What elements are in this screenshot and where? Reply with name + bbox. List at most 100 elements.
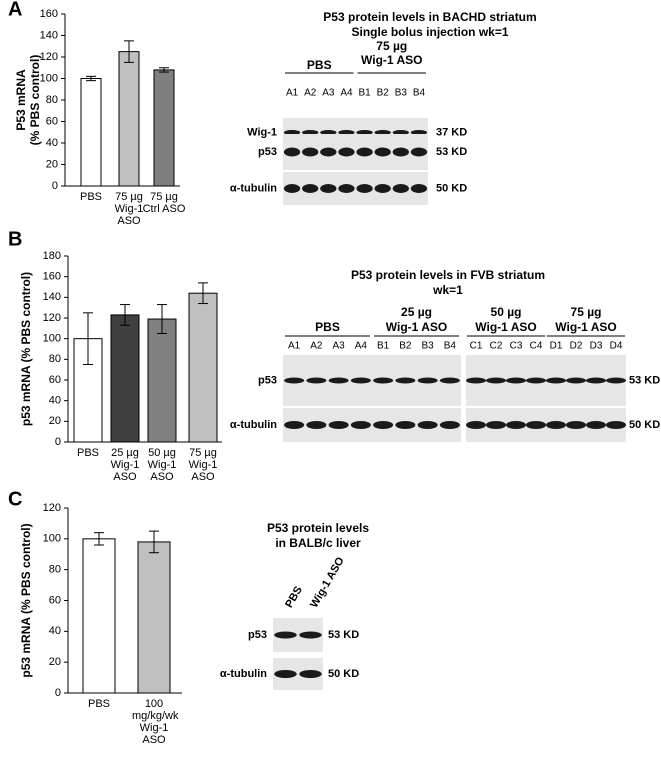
bar — [118, 51, 140, 187]
group-label: 75 µg — [571, 305, 602, 319]
x-tick-label: 75 µg Ctrl ASO — [142, 191, 186, 215]
blot-band — [328, 377, 349, 384]
blot-band — [545, 377, 567, 384]
blot-band — [274, 631, 297, 639]
blot-band — [299, 670, 322, 678]
blot-band — [410, 147, 428, 157]
lane-label: C1 — [470, 341, 483, 352]
lane-label: B2 — [377, 88, 390, 99]
blot-band — [392, 147, 409, 157]
blot-band — [374, 184, 391, 193]
lane-label: A3 — [333, 341, 346, 352]
blot-band — [302, 147, 319, 157]
blot-band — [338, 130, 355, 135]
blot-band — [338, 184, 355, 193]
blot-band — [350, 377, 371, 384]
blot-band — [338, 147, 355, 157]
blot-band — [320, 130, 337, 135]
lane-label: A4 — [355, 341, 368, 352]
lane-label: B1 — [358, 88, 371, 99]
blot-title: wk=1 — [432, 283, 463, 297]
blot-band — [320, 184, 337, 193]
blot-band — [284, 421, 305, 429]
blot-band — [485, 377, 507, 384]
x-tick-label: PBS — [79, 191, 102, 203]
row-label: p53 — [258, 374, 277, 386]
blot-band — [392, 184, 409, 193]
blot-title: P53 protein levels — [267, 521, 369, 535]
blot-band — [395, 421, 416, 429]
group-label: PBS — [315, 320, 340, 334]
lane-label: A2 — [310, 341, 323, 352]
y-tick-label: 60 — [49, 594, 61, 606]
blot-band — [465, 377, 487, 384]
blot-band — [565, 377, 587, 384]
y-tick-label: 20 — [46, 158, 58, 170]
row-label: Wig-1 — [247, 126, 277, 138]
group-label: Wig-1 ASO — [386, 320, 447, 334]
y-tick-label: 0 — [55, 436, 61, 448]
blot-band — [392, 130, 409, 135]
blot-band — [410, 130, 428, 135]
y-tick-label: 0 — [52, 180, 58, 192]
group-label: Wig-1 ASO — [555, 320, 616, 334]
y-tick-label: 100 — [40, 72, 58, 84]
bar — [80, 78, 102, 187]
lane-label: A2 — [304, 88, 317, 99]
y-axis-label: (% PBS control) — [28, 55, 42, 146]
bar — [188, 292, 218, 443]
y-tick-label: 100 — [43, 333, 61, 345]
blot-band — [374, 130, 391, 135]
y-tick-label: 100 — [43, 533, 61, 545]
lane-label: D3 — [590, 341, 603, 352]
lane-label: D4 — [610, 341, 623, 352]
lane-label: D2 — [570, 341, 583, 352]
blot-band — [350, 421, 371, 429]
y-tick-label: 120 — [43, 312, 61, 324]
bar — [110, 314, 140, 443]
x-tick-label: 75 µg Wig-1 ASO — [114, 191, 144, 227]
lane-label: B4 — [413, 88, 426, 99]
size-label: 50 KD — [436, 182, 467, 194]
y-tick-label: 120 — [40, 51, 58, 63]
lane-label: A3 — [322, 88, 335, 99]
lane-label: C2 — [490, 341, 503, 352]
blot-band — [299, 631, 322, 639]
blot-band — [328, 421, 349, 429]
blot-band — [373, 421, 394, 429]
size-label: 53 KD — [328, 629, 359, 641]
blot-band — [417, 421, 438, 429]
group-label: Wig-1 ASO — [475, 320, 536, 334]
y-tick-label: 180 — [43, 250, 61, 262]
blot-band — [302, 184, 319, 193]
blot-band — [525, 421, 547, 429]
blot-title: Single bolus injection wk=1 — [351, 25, 508, 39]
blot-band — [605, 377, 627, 384]
y-tick-label: 80 — [46, 94, 58, 106]
x-tick-label: 75 µg Wig-1 ASO — [188, 447, 218, 483]
y-tick-label: 60 — [46, 115, 58, 127]
bar — [153, 69, 175, 187]
y-tick-label: 0 — [55, 687, 61, 699]
blot-band — [356, 147, 373, 157]
x-tick-label: PBS — [87, 698, 110, 710]
blot-band — [525, 377, 547, 384]
y-tick-label: 120 — [43, 502, 61, 514]
row-label: α-tubulin — [220, 668, 267, 680]
x-tick-label: 100 mg/kg/wk Wig-1 ASO — [132, 698, 179, 746]
size-label: 53 KD — [629, 374, 660, 386]
lane-label: C3 — [510, 341, 523, 352]
panel-label: B — [8, 228, 22, 250]
blot-band — [410, 184, 428, 193]
blot-title: P53 protein levels in FVB striatum — [351, 268, 545, 282]
blot-band — [373, 377, 394, 384]
bar — [147, 318, 177, 443]
y-tick-label: 40 — [49, 625, 61, 637]
panel-label: C — [8, 488, 22, 510]
lane-label: D1 — [550, 341, 563, 352]
blot-band — [465, 421, 487, 429]
blot-band — [283, 184, 301, 193]
size-label: 53 KD — [436, 146, 467, 158]
lane-label: C4 — [530, 341, 543, 352]
